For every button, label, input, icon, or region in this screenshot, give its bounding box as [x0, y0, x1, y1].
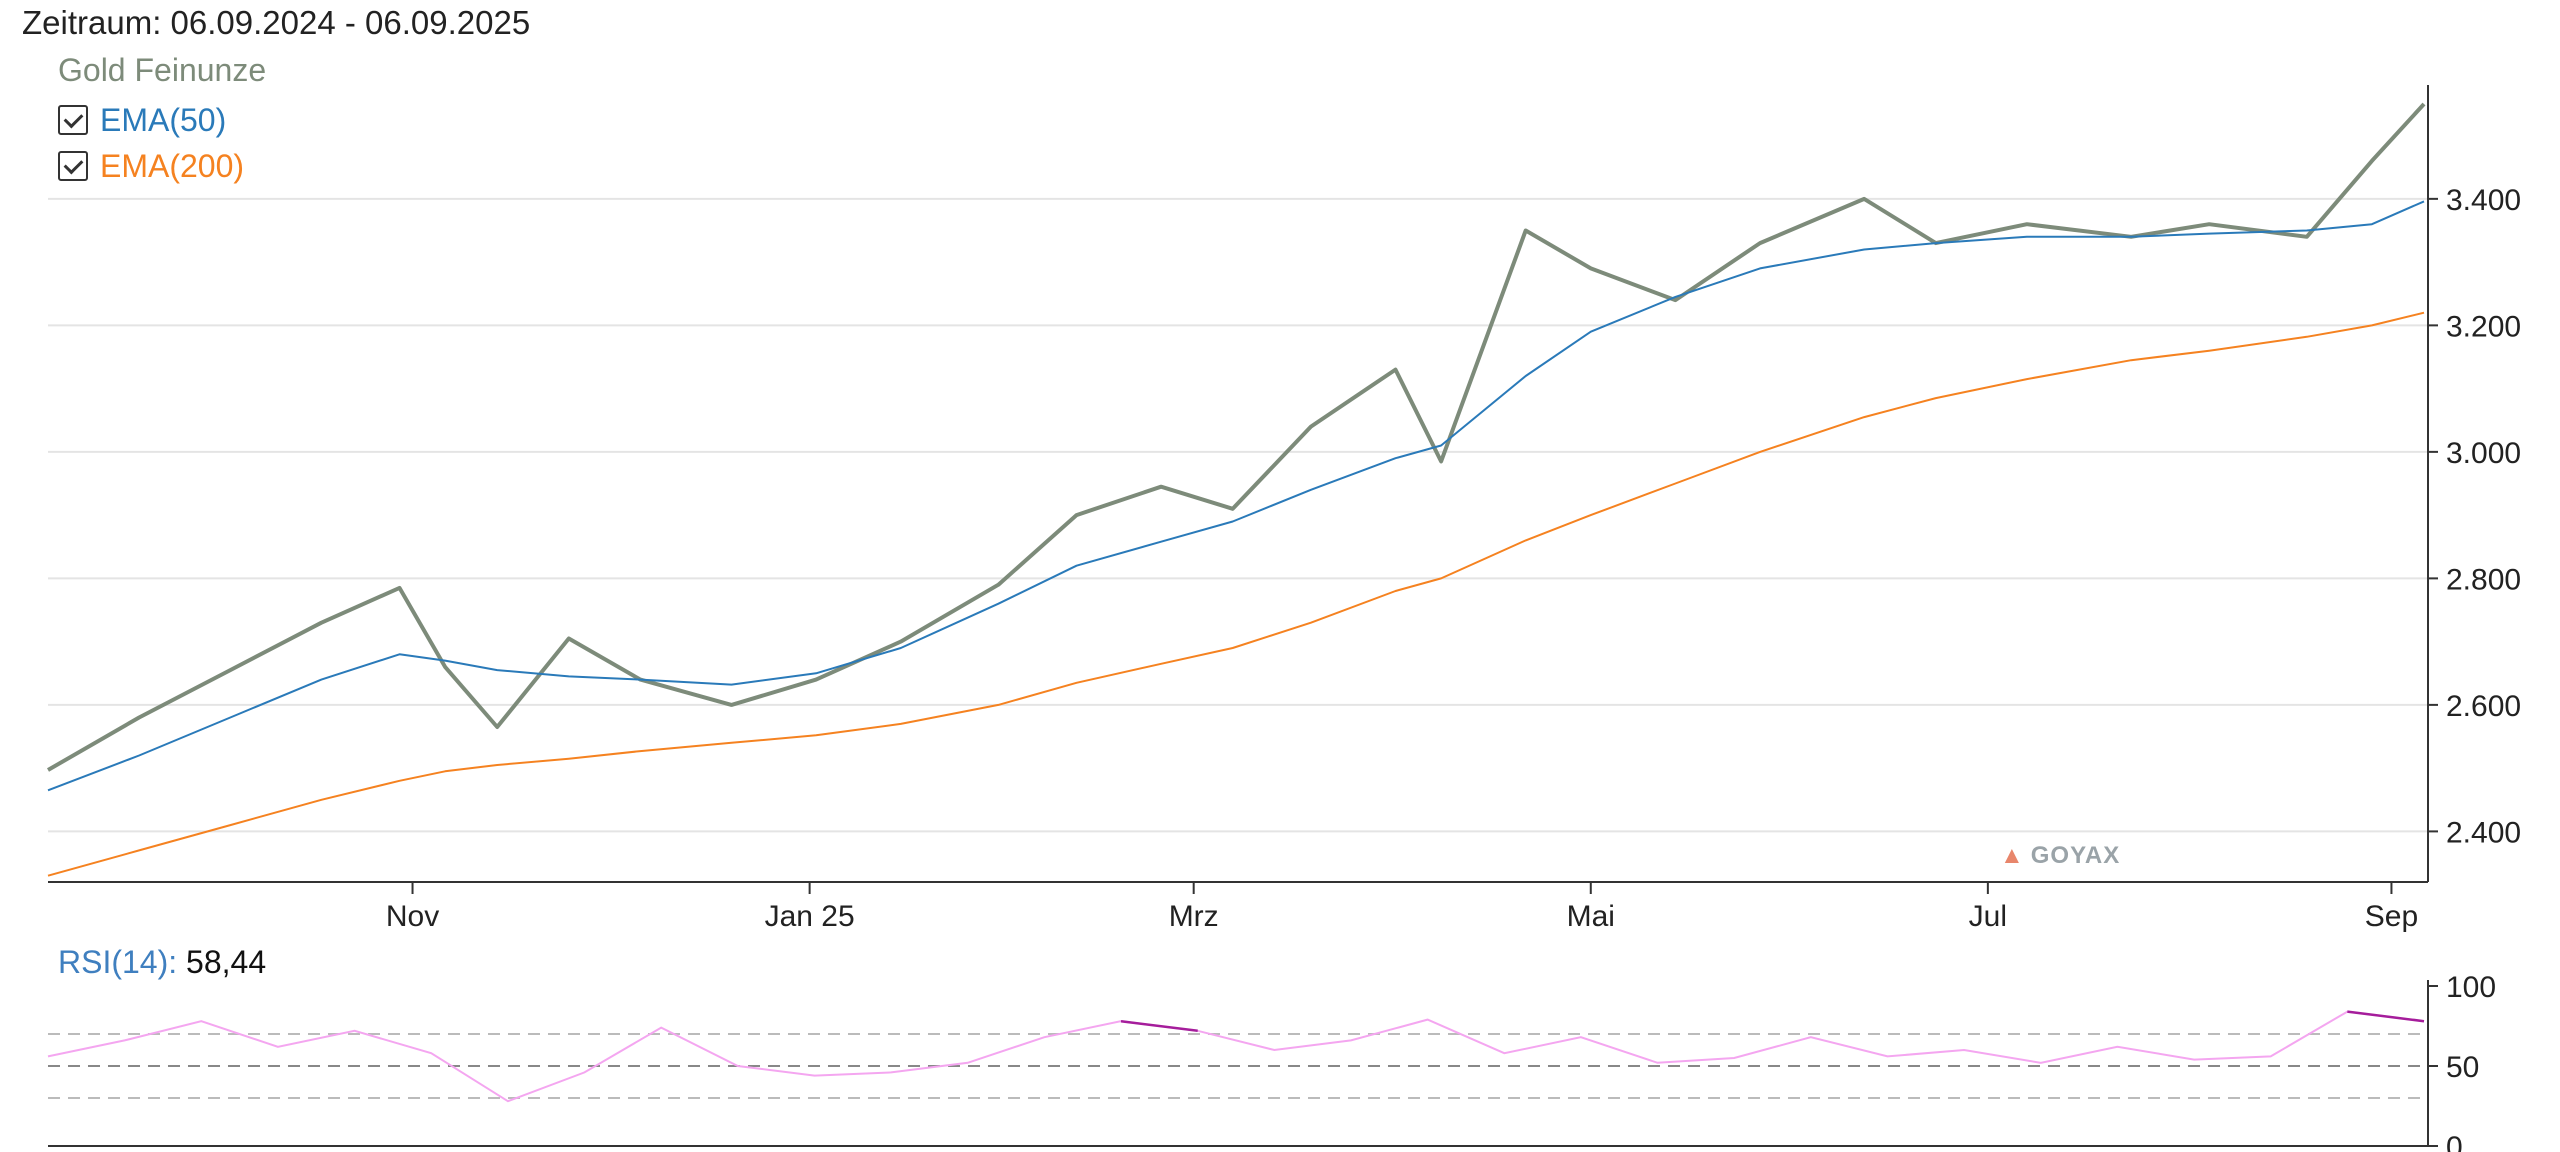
y-tick-label: 3.000: [2446, 437, 2521, 470]
checkbox-ema50[interactable]: [58, 105, 88, 135]
rsi-name: RSI(14):: [58, 944, 178, 980]
period-label: Zeitraum: 06.09.2024 - 06.09.2025: [22, 4, 531, 41]
legend: Gold Feinunze EMA(50) EMA(200): [58, 52, 266, 189]
x-tick-label: Sep: [2365, 900, 2418, 933]
rsi-extreme-segment: [2347, 1010, 2425, 1023]
rsi-line: [47, 1010, 2425, 1103]
rsi-extreme-segment: [1120, 1019, 1198, 1033]
legend-label-ema200: EMA(200): [100, 147, 245, 184]
x-tick-label: Jul: [1969, 900, 2007, 933]
rsi-label: RSI(14): 58,44: [58, 944, 266, 981]
x-tick-label: Jan 25: [765, 900, 855, 933]
y-tick-label: 3.400: [2446, 184, 2521, 217]
series-line-0: [47, 102, 2426, 772]
series-line-2: [47, 311, 2425, 877]
rsi-y-tick-label: 0: [2446, 1131, 2463, 1152]
x-tick-label: Mai: [1567, 900, 1615, 933]
watermark-text: GOYAX: [2030, 842, 2121, 869]
y-tick-label: 3.200: [2446, 310, 2521, 343]
checkbox-ema200[interactable]: [58, 151, 88, 181]
x-tick-label: Nov: [386, 900, 439, 933]
rsi-y-tick-label: 50: [2446, 1051, 2479, 1084]
bull-icon: ▲: [2000, 842, 2025, 869]
y-tick-label: 2.400: [2446, 816, 2521, 849]
legend-label-ema50: EMA(50): [100, 101, 227, 138]
rsi-value: 58,44: [186, 944, 267, 980]
x-tick-label: Mrz: [1169, 900, 1219, 933]
legend-item-ema200[interactable]: EMA(200): [58, 143, 266, 189]
series-line-1: [47, 200, 2425, 792]
goyax-logo: ▲ GOYAX: [2000, 842, 2120, 870]
y-tick-label: 2.600: [2446, 690, 2521, 723]
rsi-y-tick-label: 100: [2446, 971, 2496, 1004]
y-tick-label: 2.800: [2446, 563, 2521, 596]
legend-title: Gold Feinunze: [58, 52, 267, 88]
legend-item-ema50[interactable]: EMA(50): [58, 97, 266, 143]
